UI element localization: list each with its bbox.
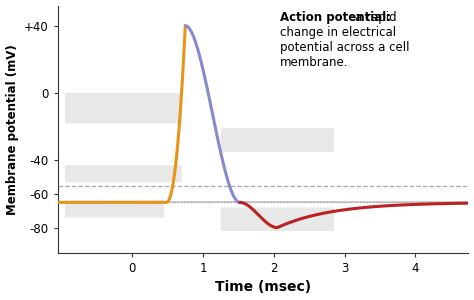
X-axis label: Time (msec): Time (msec) — [215, 280, 311, 294]
FancyBboxPatch shape — [221, 128, 334, 152]
FancyBboxPatch shape — [65, 93, 182, 123]
FancyBboxPatch shape — [221, 207, 334, 231]
FancyBboxPatch shape — [65, 165, 182, 182]
FancyBboxPatch shape — [65, 201, 164, 218]
Text: a rapid
change in electrical
potential across a cell
membrane.: a rapid change in electrical potential a… — [280, 11, 409, 68]
Y-axis label: Membrane potential (mV): Membrane potential (mV) — [6, 44, 18, 214]
Text: Action potential:: Action potential: — [280, 11, 391, 23]
